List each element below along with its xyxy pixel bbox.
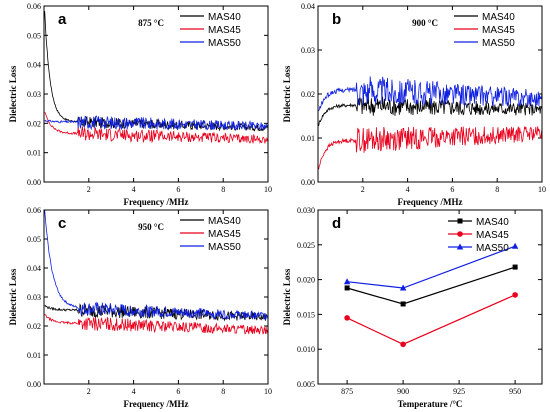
legend-label-c-MAS50: MAS50: [208, 242, 241, 253]
y-axis-label-d: Dielectric Loss: [282, 268, 292, 325]
plot-frame-c: [43, 209, 269, 385]
series-line-a-MAS45: [44, 112, 269, 144]
xtick-label-a: 8: [221, 185, 225, 194]
panel-label-c: c: [58, 215, 66, 232]
x-axis-label-b: Frequency /MHz: [397, 197, 462, 207]
xtick-label-b: 6: [450, 185, 454, 194]
xtick-label-a: 6: [176, 185, 180, 194]
ytick-label-c: 0.04: [27, 264, 41, 273]
xtick-label-b: 4: [406, 185, 410, 194]
xtick-label-d: 950: [509, 387, 521, 396]
temperature-annotation-c: 950 °C: [138, 222, 164, 232]
plot-frame-d: [317, 209, 543, 385]
xtick-label-d: 875: [341, 387, 353, 396]
series-line-d-MAS45: [346, 294, 516, 345]
series-line-b-MAS45: [318, 126, 543, 170]
ytick-label-d: 0.025: [297, 241, 315, 250]
xtick-label-c: 6: [176, 387, 180, 396]
xtick-label-a: 4: [132, 185, 136, 194]
series-line-c-MAS40: [44, 303, 269, 322]
xtick-label-d: 900: [397, 387, 409, 396]
legend-label-b-MAS50: MAS50: [482, 38, 515, 49]
legend-marker-d-MAS40: [457, 218, 463, 224]
ytick-label-c: 0.00: [27, 380, 41, 389]
xtick-label-b: 2: [361, 185, 365, 194]
data-point-d-MAS50: [343, 278, 351, 285]
data-point-d-MAS40: [344, 285, 350, 291]
ytick-label-a: 0.03: [27, 90, 41, 99]
ytick-label-d: 0.015: [297, 310, 315, 319]
xtick-label-c: 8: [221, 387, 225, 396]
ytick-label-d: 0.005: [297, 380, 315, 389]
panel-label-b: b: [332, 11, 341, 28]
data-point-d-MAS45: [400, 341, 406, 348]
legend-label-b-MAS45: MAS45: [482, 25, 515, 36]
series-line-c-MAS45: [44, 313, 269, 335]
panel-label-d: d: [332, 215, 341, 232]
ytick-label-c: 0.01: [27, 351, 41, 360]
ytick-label-b: 0.04: [301, 2, 315, 11]
plot-frame-b: [317, 5, 543, 183]
ytick-label-b: 0.00: [301, 178, 315, 187]
legend-label-a-MAS45: MAS45: [208, 25, 241, 36]
xtick-label-b: 10: [538, 185, 546, 194]
series-line-d-MAS40: [346, 266, 516, 305]
data-point-d-MAS45: [344, 315, 350, 321]
legend-marker-d-MAS50: [456, 243, 464, 250]
legend-label-a-MAS50: MAS50: [208, 38, 241, 49]
x-axis-label-a: Frequency /MHz: [123, 197, 188, 207]
xtick-label-a: 10: [264, 185, 272, 194]
xtick-label-c: 2: [87, 387, 91, 396]
data-point-d-MAS45: [512, 292, 518, 298]
ytick-label-d: 0.030: [297, 206, 315, 215]
ytick-label-a: 0.04: [27, 61, 41, 70]
ytick-label-b: 0.03: [301, 46, 315, 55]
ytick-label-c: 0.06: [27, 206, 41, 215]
y-axis-label-a: Dielectric Loss: [8, 65, 18, 122]
y-axis-label-c: Dielectric Loss: [8, 268, 18, 325]
legend-label-a-MAS40: MAS40: [208, 12, 241, 23]
ytick-label-a: 0.01: [27, 149, 41, 158]
ytick-label-b: 0.02: [301, 90, 315, 99]
series-line-b-MAS50: [318, 76, 543, 111]
x-axis-label-c: Frequency /MHz: [123, 399, 188, 409]
data-point-d-MAS40: [512, 264, 518, 270]
x-axis-label-d: Temperature /°C: [398, 399, 463, 409]
y-axis-label-b: Dielectric Loss: [282, 65, 292, 122]
ytick-label-a: 0.00: [27, 178, 41, 187]
legend-label-d-MAS40: MAS40: [476, 217, 509, 228]
legend-label-b-MAS40: MAS40: [482, 12, 515, 23]
series-line-a-MAS50: [44, 115, 269, 131]
series-line-c-MAS50: [44, 209, 269, 321]
xtick-label-c: 4: [132, 387, 136, 396]
legend-label-c-MAS45: MAS45: [208, 229, 241, 240]
temperature-annotation-b: 900 °C: [412, 18, 438, 28]
ytick-label-a: 0.05: [27, 31, 41, 40]
data-point-d-MAS50: [399, 284, 407, 291]
legend-label-d-MAS50: MAS50: [476, 243, 509, 254]
xtick-label-a: 2: [87, 185, 91, 194]
legend-marker-d-MAS45: [457, 231, 463, 237]
panel-label-a: a: [58, 11, 67, 28]
plot-frame-a: [43, 5, 269, 183]
data-point-d-MAS50: [511, 242, 519, 249]
legend-label-d-MAS45: MAS45: [476, 230, 509, 241]
ytick-label-c: 0.05: [27, 235, 41, 244]
xtick-label-d: 925: [453, 387, 465, 396]
xtick-label-b: 8: [495, 185, 499, 194]
ytick-label-d: 0.010: [297, 345, 315, 354]
ytick-label-d: 0.020: [297, 276, 315, 285]
ytick-label-b: 0.01: [301, 134, 315, 143]
temperature-annotation-a: 875 °C: [138, 18, 164, 28]
data-point-d-MAS40: [400, 301, 406, 307]
ytick-label-a: 0.02: [27, 119, 41, 128]
ytick-label-c: 0.02: [27, 322, 41, 331]
ytick-label-a: 0.06: [27, 2, 41, 11]
ytick-label-c: 0.03: [27, 293, 41, 302]
legend-label-c-MAS40: MAS40: [208, 216, 241, 227]
xtick-label-c: 10: [264, 387, 272, 396]
series-line-b-MAS40: [318, 95, 543, 127]
